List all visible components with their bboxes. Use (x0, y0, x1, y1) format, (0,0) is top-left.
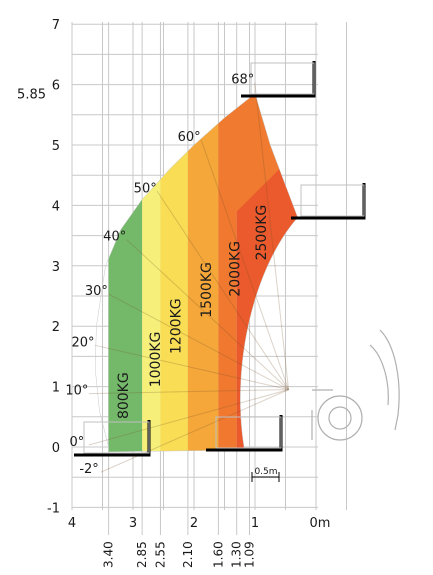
y-tick-label: 6 (52, 79, 60, 94)
vehicle-hub (328, 406, 352, 430)
fork-mid-right-box (300, 184, 365, 217)
load-zones (94, 93, 298, 453)
load-label: 1000KG (148, 332, 164, 388)
upper-band (218, 93, 298, 212)
angle-label: 40° (103, 230, 126, 245)
x-under-label: 2.85 (135, 541, 149, 568)
load-zone-1500kg (187, 93, 219, 452)
load-label: 2500KG (254, 205, 270, 261)
x-tick-label: 2 (190, 516, 198, 531)
boom-line (108, 293, 289, 391)
boom-line (94, 344, 289, 391)
load-label: 800KG (116, 372, 132, 419)
angle-label: 30° (85, 284, 108, 299)
x-tick-label: 1 (251, 516, 259, 531)
x-tick-label: 4 (68, 516, 76, 531)
y-tick-label: 5 (52, 139, 60, 154)
y-tick-label: 3 (52, 260, 60, 275)
x-under-label: 2.55 (153, 541, 167, 568)
labels: -1 0 1 2 3 4 5 6 7 5.85 4 3 2 1 0m 3.40 2.85 2.55 2.10 1.60… (17, 18, 330, 568)
angle-label: 68° (231, 73, 254, 88)
load-zone-1200kg (160, 93, 188, 452)
angle-label: 20° (71, 335, 94, 350)
boom-line (126, 239, 289, 390)
x-under-label: 1.09 (243, 541, 257, 568)
angle-label: 0° (69, 435, 84, 450)
boom-line (88, 389, 289, 446)
fork-bottom-right-box (215, 416, 282, 449)
x-under-label: 1.60 (211, 541, 225, 568)
fork-top-box (250, 62, 315, 95)
y-tick-label: 2 (52, 320, 60, 335)
boom-line (200, 139, 290, 390)
load-label: 1200KG (169, 298, 185, 354)
boom-line (254, 82, 290, 390)
x-under-label: 3.40 (102, 541, 116, 568)
y-tick-label: -1 (47, 501, 60, 516)
x-under-label: 2.10 (181, 541, 195, 568)
load-label: 1500KG (199, 262, 215, 318)
y-tick-label: 7 (52, 18, 60, 33)
boom-line (100, 389, 289, 473)
fork-mid-right (291, 183, 366, 220)
y-tick-label: 1 (52, 381, 60, 396)
vehicle-outline (311, 329, 400, 441)
fork-symbols (74, 61, 366, 457)
angle-label: -2° (79, 462, 98, 477)
vehicle-cab (369, 344, 389, 406)
vehicle-wheel (317, 395, 363, 441)
x-tick-label: 3 (129, 516, 137, 531)
boom-line (156, 191, 289, 390)
load-zone-1000kg (142, 93, 161, 452)
vehicle-frame (311, 389, 333, 440)
load-label: 2000KG (228, 241, 244, 297)
boom-line (88, 389, 289, 395)
y-tick-label: 0 (52, 441, 60, 456)
x-under-label: 1.30 (230, 541, 244, 568)
angle-label: 60° (178, 130, 201, 145)
angle-label: 50° (134, 181, 157, 196)
x-tick-label: 0m (310, 516, 331, 531)
scale-bar-label: 0.5m (254, 467, 277, 477)
angle-label: 10° (65, 384, 88, 399)
boom-lines (88, 82, 290, 473)
y-extra-label: 5.85 (17, 88, 46, 103)
vehicle-body (379, 329, 400, 431)
y-tick-label: 4 (52, 199, 60, 214)
fork-bottom-left-box (83, 421, 150, 454)
